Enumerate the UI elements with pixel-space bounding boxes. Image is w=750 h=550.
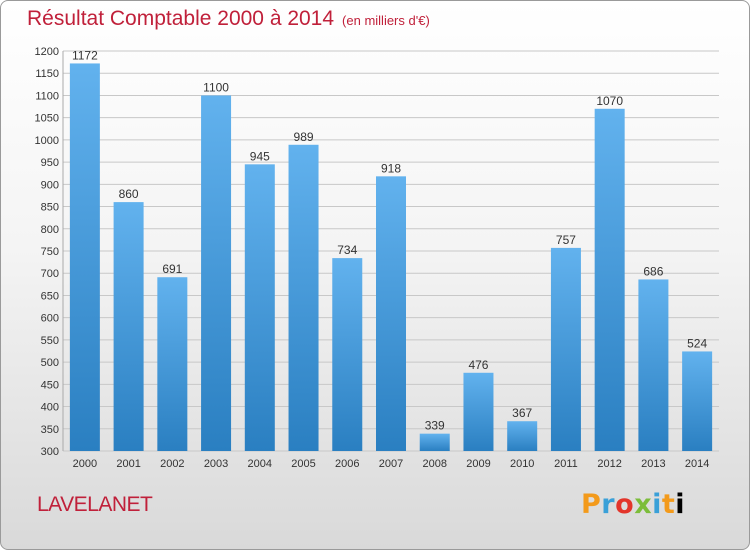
x-tick-label: 2005 [291,458,315,470]
x-tick-label: 2006 [335,458,359,470]
logo-letter: x [634,489,653,520]
data-label: 476 [468,358,488,372]
bars [69,63,713,452]
bar-2007 [376,176,406,452]
y-tick-label: 600 [41,313,59,325]
bar-2005 [288,144,319,451]
logo-letter: P [581,489,602,520]
data-label: 691 [162,262,182,276]
data-label: 989 [294,130,314,144]
chart-subtitle: (en milliers d'€) [342,13,430,28]
x-tick-label: 2010 [510,458,534,470]
y-tick-label: 850 [41,202,59,214]
y-tick-label: 800 [41,224,59,236]
y-tick-label: 900 [41,179,59,191]
data-label: 367 [512,406,532,420]
x-tick-label: 2002 [160,458,184,470]
bar-2002 [157,277,188,451]
chart-title-text: Résultat Comptable 2000 à 2014 [27,7,335,30]
y-tick-label: 1100 [35,90,59,102]
y-tick-label: 750 [41,246,59,258]
data-label: 1100 [203,80,229,94]
y-tick-label: 450 [41,379,59,391]
bar-2004 [244,164,275,452]
x-tick-label: 2003 [204,458,228,470]
y-axis-ticks: 300 350 400 450 500 550 600 650 700 750 800 850 900 9… [35,46,59,458]
x-tick-label: 2001 [116,458,140,470]
y-tick-label: 950 [41,157,59,169]
y-tick-label: 400 [41,402,59,414]
x-tick-label: 2009 [466,458,490,470]
y-tick-label: 1000 [35,135,59,147]
bar-2014 [682,351,713,451]
data-label: 945 [250,149,270,163]
y-tick-label: 550 [41,335,59,347]
bar-2003 [201,95,232,451]
bar-2011 [550,247,581,451]
data-labels: 1172 860 691 1100 945 989 734 918 339 476 367 757 10… [72,48,708,432]
data-label: 757 [556,233,576,247]
x-tick-label: 2011 [554,458,578,470]
x-tick-label: 2014 [685,458,709,470]
bar-2001 [113,202,144,451]
x-tick-label: 2000 [73,458,97,470]
x-tick-label: 2012 [597,458,621,470]
x-tick-label: 2004 [248,458,272,470]
logo-letter: o [615,489,635,520]
x-tick-label: 2007 [379,458,403,470]
x-tick-label: 2013 [641,458,665,470]
place-name: LAVELANET [37,493,153,516]
y-tick-label: 300 [41,446,59,458]
y-tick-label: 500 [41,357,59,369]
data-label: 1070 [596,94,623,108]
data-label: 1172 [72,48,98,62]
x-tick-label: 2008 [422,458,446,470]
bar-2008 [419,433,450,451]
logo-letter: i [652,489,662,520]
logo-letter: i [675,489,686,520]
data-label: 860 [119,187,139,201]
y-tick-label: 1150 [35,68,59,80]
bar-2013 [638,279,669,451]
y-tick-label: 650 [41,290,59,302]
x-axis-ticks: 2000 2001 2002 2003 2004 2005 2006 2007 2008 2009… [73,458,710,470]
data-label: 524 [687,336,707,350]
y-tick-label: 700 [41,268,59,280]
y-tick-label: 350 [41,424,59,436]
bar-2010 [507,421,538,451]
proxiti-logo: Proxiti [581,489,685,520]
bar-2000 [69,63,100,451]
logo-letter: t [661,489,676,520]
bar-2006 [332,258,363,451]
data-label: 686 [643,264,663,278]
y-tick-label: 1200 [35,46,59,58]
data-label: 734 [337,243,357,257]
logo-letter: r [601,489,616,520]
data-label: 918 [381,161,401,175]
data-label: 339 [425,419,445,433]
y-tick-label: 1050 [35,113,59,125]
chart-title: Résultat Comptable 2000 à 2014 (en millie… [27,7,430,31]
bar-2012 [594,108,625,452]
bar-2009 [463,372,494,451]
